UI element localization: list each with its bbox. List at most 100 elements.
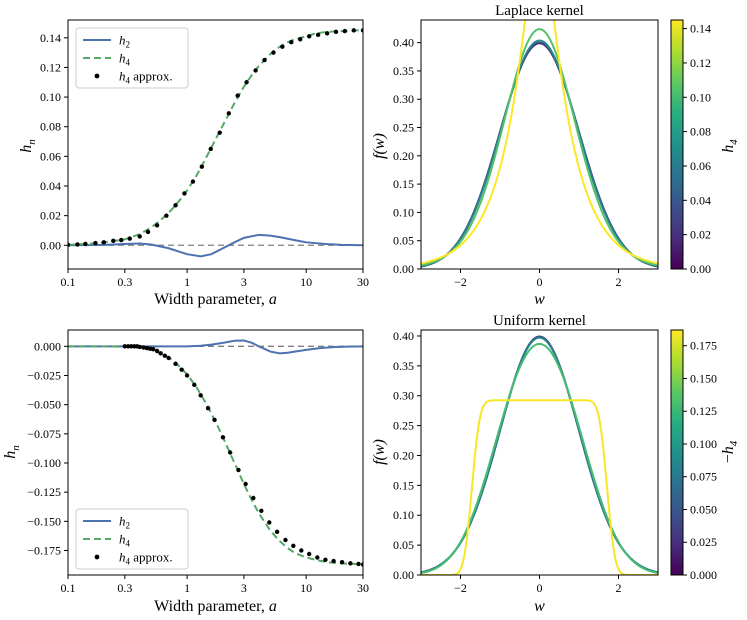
colorbar-label: h4 (720, 139, 740, 153)
series-h4-approx-point (144, 345, 150, 351)
series-h4-approx-point (315, 555, 320, 560)
kernel-density-curve (421, 335, 658, 574)
colorbar-tick-label: 0.08 (690, 125, 711, 139)
y-tick-label: 0.10 (393, 508, 414, 522)
y-tick-label: 0.05 (393, 538, 414, 552)
series-h4-approx-point (298, 37, 303, 42)
legend-entry-label: h4 (119, 51, 131, 68)
y-tick-label: 0.15 (393, 177, 414, 191)
x-tick-label: 30 (357, 581, 369, 595)
series-h4-approx-point (205, 405, 211, 411)
series-h4-approx-point (351, 28, 356, 33)
series-h4-approx-point (83, 241, 88, 247)
x-tick-label: 0.3 (117, 275, 132, 289)
colorbar-tick-label: 0.025 (690, 535, 717, 549)
series-h2-line (68, 233, 363, 258)
x-tick-label: 3 (241, 581, 247, 595)
y-tick-label: −0.025 (27, 369, 61, 383)
series-h4-approx-point (291, 543, 296, 549)
series-h4-approx-point (306, 551, 312, 557)
x-tick-label: 0.1 (61, 275, 76, 289)
x-axis-label: Width parameter, a (154, 598, 277, 615)
y-tick-label: 0.40 (393, 36, 414, 50)
series-h4-approx-point (289, 40, 294, 45)
plot-title: Uniform kernel (493, 313, 586, 329)
kernel-density-curve (421, 39, 658, 268)
colorbar-tick-label: 0.000 (690, 568, 717, 582)
x-axis-label: w (534, 598, 545, 615)
x-tick-label: 1 (184, 581, 190, 595)
y-tick-label: 0.000 (34, 339, 61, 353)
y-tick-label: 0.40 (393, 329, 414, 343)
series-h4-approx-point (179, 367, 184, 372)
series-h4-approx-point (271, 50, 276, 55)
y-axis-label: f(w) (371, 133, 388, 159)
y-tick-label: 0.35 (393, 359, 414, 373)
series-h4-approx-point (182, 191, 187, 196)
series-h4-approx-point (262, 57, 267, 63)
series-h4-approx-point (166, 355, 171, 361)
colorbar-tick-label: 0.12 (690, 56, 711, 70)
y-tick-label: −0.075 (27, 427, 61, 441)
x-tick-label: 0.3 (117, 581, 132, 595)
series-h4-approx-point (227, 450, 233, 455)
series-h2-line (68, 339, 363, 355)
series-h4-approx-point (226, 111, 232, 116)
series-h4-approx-point (299, 548, 304, 553)
series-h4-line (68, 29, 363, 246)
x-tick-label: 2 (616, 275, 622, 289)
colorbar-tick-label: 0.100 (690, 437, 717, 451)
kernel-density-curve (421, 41, 658, 268)
y-tick-label: −0.125 (27, 485, 61, 499)
colorbar-tick-label: 0.175 (690, 339, 717, 353)
series-h4-approx-point (208, 146, 213, 152)
series-h4-approx-point (199, 164, 205, 169)
series-h4-approx-point (164, 213, 169, 218)
colorbar-tick-label: 0.14 (690, 22, 711, 36)
colorbar-tick-label: 0.04 (690, 193, 711, 207)
series-h4-approx-point (333, 29, 339, 35)
series-h4-approx-point (306, 34, 312, 39)
colorbar-gradient (670, 19, 684, 270)
series-h4-approx-point (267, 520, 272, 525)
legend-entry-label: h4 approx. (119, 69, 173, 86)
y-tick-label: 0.05 (393, 234, 414, 248)
y-tick-label: 0.30 (393, 92, 414, 106)
series-h4-approx-point (137, 234, 142, 239)
legend-entry-label: h2 (119, 33, 130, 50)
legend-box (75, 27, 189, 89)
colorbar-label: −h4 (720, 440, 740, 463)
x-axis-label: Width parameter, a (154, 291, 277, 308)
y-tick-label: 0.00 (393, 262, 414, 276)
colorbar: 0.00 0.02 0.04 0.06 0.08 0.10 0.12 0.14 (670, 19, 711, 276)
y-tick-label: 0.25 (393, 121, 414, 135)
series-h4-line (68, 345, 363, 566)
colorbar-tick-label: 0.125 (690, 404, 717, 418)
y-tick-label: 0.00 (40, 238, 61, 252)
y-axis-label: hn (2, 445, 22, 459)
series-h4-approx-point (173, 361, 178, 367)
series-h4-approx-point (280, 44, 285, 49)
series-h4-approx-point (151, 347, 156, 352)
legend-entry-label: h4 (119, 532, 131, 549)
series-h4-approx-point (68, 242, 71, 248)
series-h4-approx-point (356, 561, 361, 567)
y-tick-label: 0.10 (40, 90, 61, 104)
x-tick-label: 10 (300, 275, 312, 289)
series-h4-approx-point (184, 373, 190, 378)
y-tick-label: 0.20 (393, 149, 414, 163)
y-tick-label: 0.25 (393, 419, 414, 433)
y-tick-label: 0.02 (40, 209, 61, 223)
series-h4-approx-point (253, 68, 258, 73)
series-h4-approx-point (125, 344, 131, 349)
axes-frame (67, 19, 364, 270)
axes-frame (420, 19, 659, 270)
series-h4-approx-point (251, 495, 256, 501)
y-axis-label: hn (18, 139, 38, 153)
series-h4-approx-point (283, 537, 288, 543)
y-tick-label: 0.12 (40, 60, 61, 74)
kernel-density-curve (421, 399, 658, 575)
y-tick-label: −0.175 (27, 544, 61, 558)
